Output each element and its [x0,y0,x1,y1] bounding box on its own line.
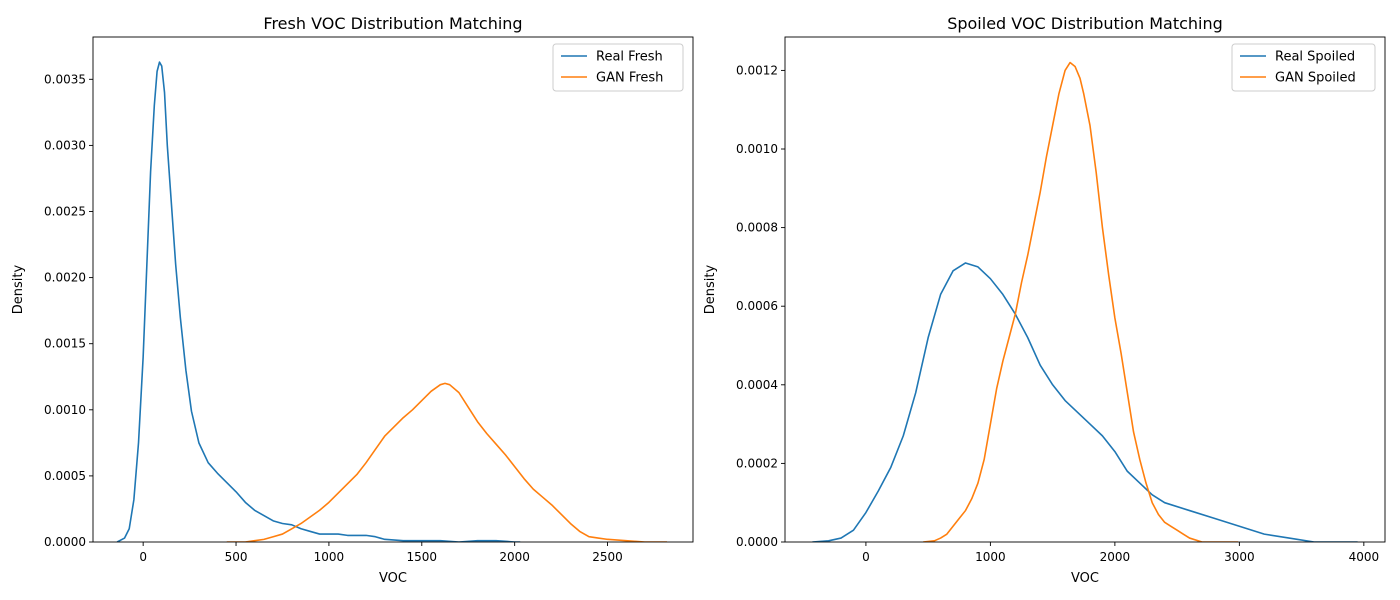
y-tick-label: 0.0000 [44,535,86,549]
y-tick-label: 0.0010 [44,403,86,417]
legend-label-2: GAN Spoiled [1275,71,1356,86]
x-tick-label: 2000 [1100,550,1131,564]
y-tick-label: 0.0025 [44,205,86,219]
chart-title: Spoiled VOC Distribution Matching [947,14,1223,33]
chart-title: Fresh VOC Distribution Matching [263,14,522,33]
chart-1: Fresh VOC Distribution Matching 0 500 1000 1… [11,14,694,586]
x-tick-label: 2500 [592,550,623,564]
x-tick-label: 2000 [499,550,530,564]
y-tick-label: 0.0008 [736,221,778,235]
y-tick-label: 0.0012 [736,63,778,77]
x-axis-label: VOC [1071,571,1099,586]
y-tick-label: 0.0020 [44,271,86,285]
x-tick-label: 3000 [1224,550,1255,564]
y-tick-label: 0.0030 [44,138,86,152]
x-tick-label: 1000 [314,550,345,564]
legend-label-2: GAN Fresh [596,71,663,86]
x-tick-label: 0 [862,550,870,564]
chart-2: Spoiled VOC Distribution Matching 0 1000 20… [703,14,1386,586]
x-tick-label: 1500 [407,550,438,564]
plot-frame [784,36,1386,543]
series-line-1 [812,262,1358,542]
y-axis-label: Density [703,264,718,314]
legend-label-1: Real Fresh [596,50,663,65]
x-tick-label: 0 [139,550,147,564]
legend: Real Spoiled GAN Spoiled [1231,43,1376,92]
x-tick-label: 1000 [975,550,1006,564]
y-axis-label: Density [11,264,26,314]
y-tick-label: 0.0002 [736,456,778,470]
plot-frame [92,36,694,543]
x-axis-label: VOC [379,571,407,586]
y-tick-label: 0.0004 [736,378,778,392]
legend: Real Fresh GAN Fresh [552,43,684,92]
series-line-2 [226,382,667,542]
legend-label-1: Real Spoiled [1275,50,1355,65]
y-tick-label: 0.0005 [44,469,86,483]
series-line-2 [923,61,1239,542]
x-tick-label: 4000 [1349,550,1380,564]
y-tick-label: 0.0035 [44,72,86,86]
y-tick-label: 0.0000 [736,535,778,549]
legend-box [1231,43,1376,92]
y-tick-label: 0.0006 [736,299,778,313]
series-line-1 [116,61,521,542]
x-tick-label: 500 [225,550,248,564]
y-tick-label: 0.0015 [44,337,86,351]
y-tick-label: 0.0010 [736,142,778,156]
